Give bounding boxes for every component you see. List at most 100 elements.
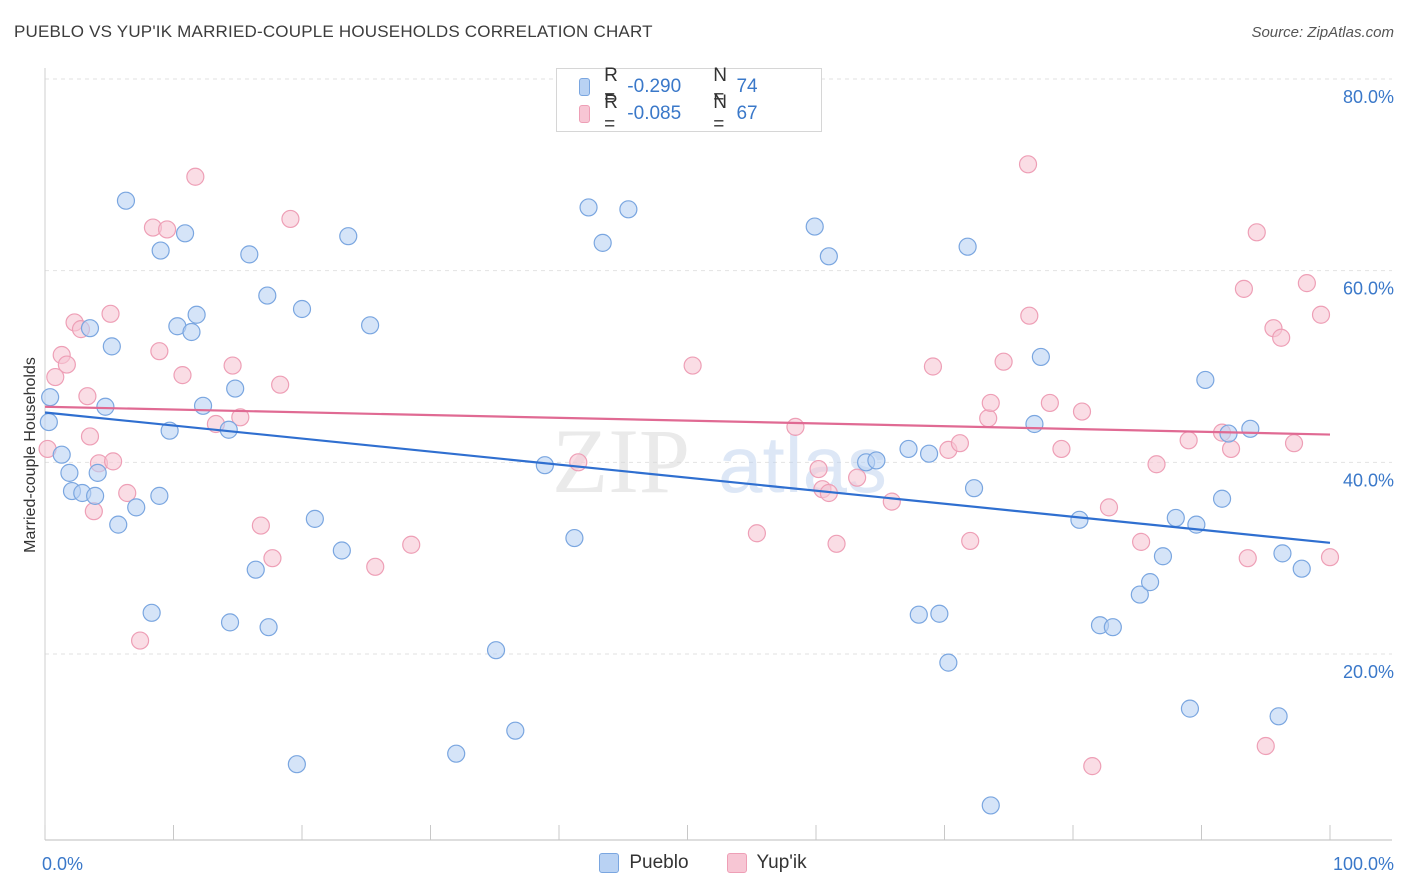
yupik-r-value: -0.085 — [627, 103, 682, 124]
yupik-point — [882, 492, 901, 511]
pueblo-point — [151, 241, 170, 260]
pueblo-point — [175, 224, 195, 243]
pueblo-point — [619, 200, 638, 219]
pueblo-point — [332, 541, 351, 560]
pueblo-point — [150, 486, 169, 505]
n-label: N = — [713, 92, 728, 135]
pueblo-point — [1241, 419, 1260, 438]
yupik-point — [923, 357, 943, 376]
pueblo-point — [1130, 585, 1149, 604]
pueblo-point — [182, 322, 201, 342]
y-tick-label: 20.0% — [1343, 662, 1394, 682]
legend-row-pueblo: R = -0.290 N = 74 — [579, 65, 822, 108]
pueblo-point — [240, 245, 259, 264]
yupik-point — [786, 417, 805, 436]
pueblo-point — [220, 613, 240, 632]
n-label: N = — [713, 65, 728, 108]
pueblo-point — [361, 316, 380, 335]
pueblo-point — [1196, 370, 1215, 390]
yupik-point — [1221, 439, 1241, 459]
yupik-point — [263, 549, 282, 568]
yupik-point — [186, 167, 205, 186]
chart-title: PUEBLO VS YUP'IK MARRIED-COUPLE HOUSEHOL… — [14, 22, 653, 41]
yupik-point — [78, 387, 97, 406]
yupik-point — [80, 427, 100, 446]
pueblo-point — [909, 605, 928, 624]
pueblo-point — [899, 439, 918, 459]
pueblo-point — [142, 603, 161, 622]
pueblo-point — [305, 509, 324, 528]
pueblo-point — [535, 456, 554, 475]
y-tick-label: 60.0% — [1343, 279, 1394, 299]
yupik-point — [683, 356, 702, 375]
source-credit: Source: ZipAtlas.com — [1251, 24, 1394, 41]
pueblo-point — [246, 560, 265, 579]
pueblo-point — [116, 191, 136, 210]
yupik-swatch — [579, 105, 591, 123]
yupik-point — [981, 393, 1000, 413]
pueblo-point — [1025, 414, 1044, 434]
yupik-point — [231, 408, 250, 427]
pueblo-point — [981, 796, 1000, 815]
pueblo-point — [287, 755, 306, 774]
pueblo-point — [102, 337, 121, 356]
pueblo-point — [919, 444, 939, 463]
pueblo-point — [258, 286, 277, 305]
yupik-point — [223, 356, 242, 375]
pueblo-point — [506, 721, 525, 740]
yupik-n-value: 67 — [736, 103, 758, 124]
yupik-point — [271, 375, 290, 394]
yupik-point — [101, 304, 120, 323]
pueblo-legend-label: Pueblo — [629, 852, 689, 873]
pueblo-point — [86, 486, 105, 505]
r-label: R = — [604, 65, 618, 108]
yupik-point — [251, 516, 270, 535]
yupik-point — [950, 434, 970, 453]
yupik-point — [57, 355, 76, 374]
yupik-point — [1099, 498, 1119, 517]
yupik-point — [1132, 532, 1151, 551]
yupik-point — [1297, 274, 1316, 293]
yupik-point — [994, 352, 1013, 371]
pueblo-point — [339, 227, 358, 246]
pueblo-points — [39, 191, 1311, 815]
pueblo-point — [819, 247, 838, 266]
tick-labels: 20.0% 40.0% 60.0% 80.0% 0.0% 100.0% — [42, 87, 1394, 874]
yupik-point — [118, 483, 137, 503]
pueblo-r-value: -0.290 — [627, 76, 682, 97]
pueblo-point — [226, 379, 245, 398]
yupik-point — [1083, 757, 1102, 776]
pueblo-point — [193, 396, 213, 415]
pueblo-point — [259, 618, 278, 637]
pueblo-point — [1273, 544, 1292, 563]
pueblo-point — [127, 498, 146, 517]
legend-item-pueblo[interactable]: Pueblo — [599, 852, 689, 874]
pueblo-point — [39, 412, 58, 432]
pueblo-point — [1140, 573, 1160, 592]
pueblo-point — [80, 319, 100, 338]
pueblo-point — [579, 198, 598, 217]
pueblo-trend-line — [44, 411, 1331, 544]
yupik-legend-label: Yup'ik — [756, 852, 807, 873]
pueblo-point — [1292, 559, 1311, 578]
pueblo-point — [805, 217, 824, 236]
pueblo-point — [964, 479, 984, 498]
pueblo-point — [187, 305, 206, 324]
yupik-point — [1247, 223, 1266, 242]
yupik-point — [173, 366, 192, 385]
yupik-point — [848, 468, 867, 487]
pueblo-point — [109, 515, 128, 534]
pueblo-point — [958, 237, 977, 256]
pueblo-point — [1212, 489, 1232, 508]
pueblo-point — [52, 445, 71, 464]
pueblo-point — [1180, 699, 1200, 718]
yupik-point — [1147, 455, 1166, 474]
yupik-point — [1052, 439, 1071, 459]
yupik-point — [130, 631, 150, 650]
legend-item-yupik[interactable]: Yup'ik — [726, 852, 807, 874]
yupik-point — [1284, 434, 1304, 453]
yupik-point — [104, 452, 123, 471]
yupik-point — [150, 342, 169, 361]
yupik-point — [402, 535, 421, 554]
pueblo-point — [1153, 547, 1173, 566]
